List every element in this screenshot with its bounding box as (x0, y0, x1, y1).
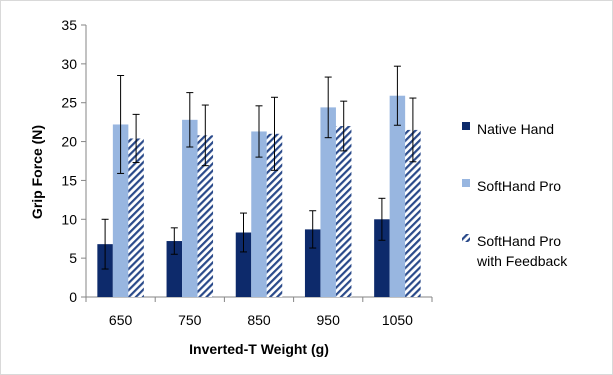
legend-label: SoftHand Pro with Feedback (476, 233, 568, 269)
x-tick-label: 950 (317, 312, 341, 328)
legend-swatch (462, 234, 470, 242)
bar-softhand-pro-with-feedback (266, 133, 283, 297)
bar-softhand-pro-with-feedback (405, 129, 421, 297)
y-tick-label: 5 (69, 250, 77, 266)
bar-softhand-pro-with-feedback (128, 138, 144, 297)
bar-softhand-pro (320, 107, 336, 298)
x-tick-label: 850 (247, 312, 271, 328)
y-tick-label: 20 (61, 134, 77, 150)
x-tick-label: 1050 (382, 312, 413, 328)
y-tick-label: 30 (61, 56, 77, 72)
bar-softhand-pro (112, 124, 129, 297)
y-tick-label: 35 (61, 17, 77, 33)
bar-softhand-pro-with-feedback (197, 135, 214, 297)
bar-native-hand (166, 241, 183, 297)
y-tick-label: 15 (61, 172, 77, 188)
bar-native-hand (374, 219, 390, 297)
bar-softhand-pro-with-feedback (335, 126, 352, 298)
bar-native-hand (235, 232, 252, 297)
bar-native-hand (304, 229, 321, 297)
x-tick-label: 750 (178, 312, 202, 328)
legend-swatch (462, 122, 470, 130)
bar-softhand-pro (182, 119, 198, 297)
legend-swatch (462, 179, 470, 187)
x-axis-title: Inverted-T Weight (g) (189, 341, 329, 357)
y-axis-title: Grip Force (N) (29, 125, 45, 219)
bar-softhand-pro (389, 95, 406, 297)
legend-label: SoftHand Pro (477, 178, 561, 194)
legend-label: Native Hand (477, 121, 554, 137)
y-tick-label: 10 (61, 211, 77, 227)
y-tick-label: 25 (61, 95, 77, 111)
bar-native-hand (97, 244, 113, 297)
x-tick-label: 650 (109, 312, 133, 328)
bar-softhand-pro (251, 131, 267, 297)
y-tick-label: 0 (69, 289, 77, 305)
